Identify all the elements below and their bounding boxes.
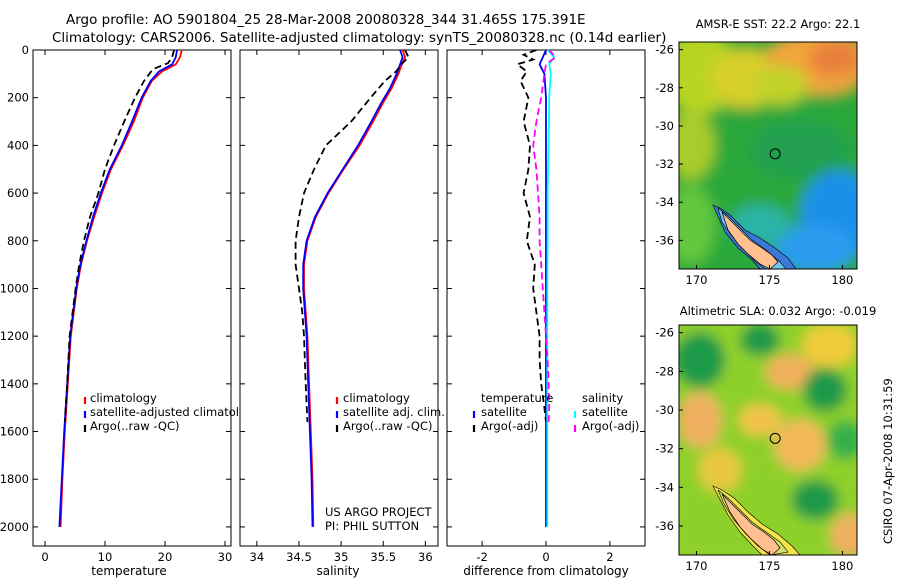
sla-heatmap	[679, 325, 857, 555]
argo-location-marker	[769, 432, 781, 444]
map-x-tick-label: 180	[831, 559, 853, 573]
series-line	[302, 49, 404, 527]
legend-argo-label: Argo(..raw -QC)	[343, 419, 433, 433]
y-tick-label: 2000	[0, 520, 29, 534]
map-y-tick-label: -28	[655, 364, 674, 378]
legend-tsat-label: satellite	[481, 405, 527, 419]
x-tick-label: 10	[98, 550, 113, 564]
temperature-axes	[32, 49, 232, 547]
legend-sat-label: satellite adj. clim.	[343, 405, 445, 419]
credit-label: CSIRO 07-Apr-2008 10:31:59	[881, 378, 895, 544]
map-x-tick-label: 175	[758, 273, 780, 287]
map-x-tick-label: 175	[758, 559, 780, 573]
header-line-1: Argo profile: AO 5901804_25 28-Mar-2008 …	[66, 12, 586, 28]
map-y-tick-label: -32	[655, 442, 674, 456]
y-tick-label: 200	[7, 91, 29, 105]
legend-clim-label: climatology	[343, 391, 410, 405]
temperature-legend: climatology satellite-adjusted climatolo…	[83, 391, 260, 433]
salinity-xlabel: salinity	[316, 564, 359, 578]
map-x-tick-label: 180	[831, 273, 853, 287]
y-tick-label: 1800	[0, 472, 29, 486]
legend-clim-label: climatology	[90, 391, 157, 405]
difference-legend: temperature satellite Argo(-adj) salinit…	[472, 391, 639, 433]
legend-sat-label: satellite-adjusted climatology	[90, 405, 260, 419]
sst-heatmap	[679, 42, 857, 269]
x-tick-label: 20	[158, 550, 173, 564]
x-tick-label: -2	[476, 550, 487, 564]
y-tick-label: 1200	[0, 329, 29, 343]
salinity-legend: climatology satellite adj. clim. Argo(..…	[335, 391, 445, 433]
project-label: US ARGO PROJECT	[325, 505, 433, 519]
difference-panel: -2 0 2 temperature satellite Argo(-adj) sa…	[446, 49, 646, 578]
map-y-tick-label: -26	[655, 326, 674, 340]
header-line-2: Climatology: CARS2006. Satellite-adjuste…	[52, 30, 666, 46]
x-tick-label: 36	[418, 550, 433, 564]
argo-location-marker	[769, 148, 781, 160]
map-y-tick-label: -28	[655, 81, 674, 95]
map-y-tick-label: -34	[655, 480, 674, 494]
legend-argo-label: Argo(..raw -QC)	[90, 419, 180, 433]
x-tick-label: 2	[606, 550, 613, 564]
sla-map-title: Altimetric SLA: 0.032 Argo: -0.019	[680, 304, 877, 318]
series-line	[63, 49, 175, 423]
x-tick-label: 35	[334, 550, 349, 564]
sst-map-title: AMSR-E SST: 22.2 Argo: 22.1	[696, 17, 861, 31]
y-tick-label: 1600	[0, 425, 29, 439]
legend-targo-label: Argo(-adj)	[481, 419, 538, 433]
y-tick-label: 0	[22, 43, 29, 57]
sla-map-panel: Altimetric SLA: 0.032 Argo: -0.019	[655, 304, 876, 573]
x-tick-label: 0	[542, 550, 549, 564]
difference-xlabel: difference from climatology	[463, 564, 629, 578]
y-tick-label: 1000	[0, 281, 29, 295]
map-y-tick-label: -30	[655, 403, 674, 417]
temperature-xlabel: temperature	[91, 564, 166, 578]
x-tick-label: 34.5	[286, 550, 312, 564]
map-y-tick-label: -32	[655, 157, 674, 171]
series-line	[546, 49, 556, 527]
x-tick-label: 34	[250, 550, 265, 564]
y-tick-label: 800	[7, 234, 29, 248]
series-line	[294, 49, 410, 423]
y-tick-label: 600	[7, 186, 29, 200]
salinity-axes	[239, 49, 439, 547]
series-line	[515, 49, 547, 423]
x-tick-label: 30	[218, 550, 233, 564]
sst-map-panel: AMSR-E SST: 22.2 Argo: 22.1	[655, 17, 861, 287]
map-x-tick-label: 170	[686, 273, 708, 287]
map-y-tick-label: -36	[655, 519, 674, 533]
map-y-tick-label: -26	[655, 43, 674, 57]
map-y-tick-label: -34	[655, 195, 674, 209]
map-y-tick-label: -30	[655, 119, 674, 133]
x-tick-label: 35.5	[370, 550, 396, 564]
y-tick-label: 1400	[0, 377, 29, 391]
map-y-tick-label: -36	[655, 233, 674, 247]
x-tick-label: 0	[41, 550, 48, 564]
series-line	[538, 49, 547, 527]
legend-ssat-label: satellite	[582, 405, 628, 419]
map-x-tick-label: 170	[686, 559, 708, 573]
legend-sargo-label: Argo(-adj)	[582, 419, 639, 433]
y-tick-label: 400	[7, 138, 29, 152]
pi-label: PI: PHIL SUTTON	[325, 519, 419, 533]
salinity-panel: 34 34.5 35 35.5 36 climatology satellite adj…	[239, 49, 445, 578]
legend-salinity-title: salinity	[582, 391, 623, 405]
temperature-panel: 0 10 20 30 0 200 400 600 800 1000 1200 1400 1600 1800…	[0, 43, 260, 578]
legend-temperature-title: temperature	[481, 391, 553, 405]
sst-map-frame	[678, 41, 858, 270]
sla-map-frame	[678, 324, 858, 556]
